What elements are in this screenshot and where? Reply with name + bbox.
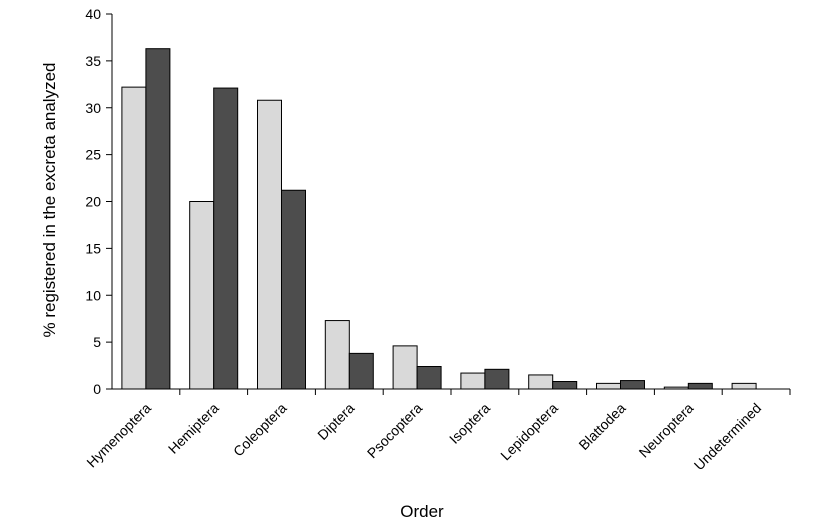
bar-series-1-lepidoptera	[528, 374, 554, 390]
bar-series-2-blattodea	[620, 380, 645, 390]
y-axis-title: % registered in the excreta analyzed	[40, 63, 59, 338]
y-tick-label: 40	[85, 6, 101, 22]
bar-series-1-blattodea	[596, 382, 621, 390]
category-label: Hymenoptera	[83, 400, 154, 471]
bar-series-2-hymenoptera	[145, 48, 171, 390]
y-tick-label: 35	[85, 53, 101, 69]
bar-series-1-hemiptera	[189, 201, 215, 390]
category-label: Blattodea	[575, 400, 628, 453]
y-tick-label: 25	[85, 147, 101, 163]
y-axis: 0 5 10 15 20 25 30 35 40	[85, 6, 113, 397]
bar-series-1-diptera	[324, 320, 350, 390]
bar-series-2-diptera	[348, 352, 374, 390]
category-label: Lepidoptera	[497, 400, 561, 464]
y-tick-label: 15	[85, 240, 101, 256]
category-label: Isoptera	[446, 400, 493, 447]
category-label: Psocoptera	[364, 400, 426, 462]
y-tick-label: 5	[93, 334, 101, 350]
bar-series-1-coleoptera	[257, 99, 282, 390]
category-label: Diptera	[314, 400, 357, 443]
x-axis	[112, 388, 791, 395]
bars	[121, 48, 757, 390]
y-tick-label: 20	[85, 194, 101, 210]
bar-series-2-isoptera	[484, 368, 510, 390]
bar-series-2-coleoptera	[281, 189, 306, 390]
category-label: Coleoptera	[230, 400, 290, 460]
bar-series-1-neuroptera	[663, 386, 689, 390]
category-label: Neuroptera	[636, 400, 697, 461]
category-label: Undetermined	[691, 400, 764, 473]
y-tick-label: 0	[93, 381, 101, 397]
y-tick-label: 10	[85, 287, 101, 303]
bar-series-1-isoptera	[460, 372, 486, 390]
y-tick-label: 30	[85, 100, 101, 116]
bar-series-2-neuroptera	[687, 382, 713, 390]
bar-series-2-psocoptera	[416, 366, 442, 390]
bar-series-2-lepidoptera	[552, 381, 578, 390]
bar-series-1-hymenoptera	[121, 86, 147, 390]
bar-series-2-hemiptera	[213, 87, 239, 390]
category-labels: Hymenoptera Hemiptera Coleoptera Diptera Pso…	[83, 400, 764, 474]
bar-series-1-psocoptera	[392, 345, 418, 390]
category-label: Hemiptera	[165, 400, 222, 457]
bar-series-1-undetermined	[731, 382, 757, 390]
x-axis-title: Order	[400, 502, 444, 521]
